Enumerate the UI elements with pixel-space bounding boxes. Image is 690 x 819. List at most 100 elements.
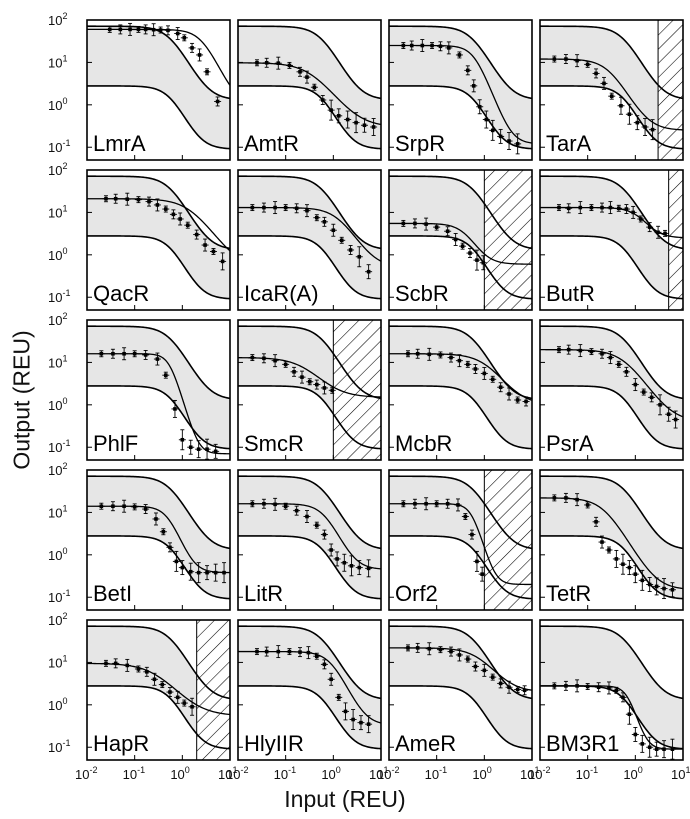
data-point [152,512,160,526]
threshold-band [87,326,230,449]
data-point [629,205,637,219]
data-point [522,396,530,407]
panel-hapr: HapR [86,619,231,761]
lower-envelope-curve [389,535,532,600]
data-point [479,255,487,271]
panel-frame [86,319,231,461]
lower-envelope-curve [540,535,683,600]
data-point [470,79,478,93]
data-point [203,565,211,581]
data-point [433,500,441,508]
data-point [625,103,633,125]
data-point [335,108,343,124]
data-point [102,659,110,667]
data-point [166,687,174,698]
data-point [123,192,131,206]
data-point [478,566,486,582]
data-point [660,740,668,759]
upper-envelope-curve [238,625,381,700]
panel-label: ButR [546,281,595,306]
panel-frame [237,169,382,311]
panel-smcr: SmcR [237,319,382,461]
data-point [565,203,573,214]
data-point [562,54,570,65]
data-point [514,396,522,404]
upper-envelope-curve [540,25,683,100]
data-point [471,364,479,374]
data-point [195,440,203,459]
threshold-band [540,626,683,749]
data-point [303,70,311,84]
hatched-region [484,170,532,310]
hatched-region [658,20,683,160]
data-point [461,513,469,520]
panel-label: AmtR [244,131,299,156]
threshold-band [87,176,230,299]
data-point [505,132,513,150]
data-point [638,734,646,753]
panel-tara: TarA [539,19,684,161]
data-point [455,354,463,368]
data-point [97,350,105,358]
x-tick-label: 100 [321,765,340,782]
data-point [464,655,472,663]
data-point [404,350,412,358]
data-point [455,648,463,662]
threshold-band [87,26,230,149]
data-point [505,387,513,401]
data-point [425,347,433,361]
data-point [296,647,304,658]
data-point [106,25,114,33]
panel-label: BetI [93,581,132,606]
data-point [617,96,625,115]
data-point [116,24,124,35]
lower-envelope-curve [87,535,230,600]
data-point [296,66,304,77]
lower-envelope-curve [238,235,381,300]
data-point [598,348,606,359]
data-point [625,560,633,576]
data-point [464,65,472,76]
data-point [619,553,627,575]
y-tick-label: 102 [48,611,67,628]
data-point [187,562,195,581]
data-point [584,683,592,690]
data-point [631,727,639,742]
panel-frame [86,469,231,611]
data-point [274,645,282,659]
data-point [605,681,613,695]
data-point [466,248,474,259]
data-point [271,497,279,511]
data-point [370,118,378,136]
data-point [169,209,177,220]
lower-envelope-curve [238,385,381,450]
data-point [260,353,268,364]
data-point [282,360,290,368]
upper-envelope-curve [238,25,381,100]
data-point [576,201,584,215]
data-point [399,500,407,508]
hatched-region [333,320,381,460]
upper-envelope-curve [87,625,230,700]
data-point [656,394,664,416]
data-point [587,348,595,356]
data-point [352,112,360,134]
threshold-band [389,26,532,149]
data-point [399,219,407,227]
upper-envelope-curve [238,175,381,250]
data-point [157,26,165,34]
data-point [365,264,373,280]
y-axis-label-container: Output (REU) [0,0,40,819]
panel-label: LmrA [93,131,146,156]
panel-label: AmeR [395,731,456,756]
data-point [497,128,505,144]
data-point [660,578,668,600]
y-tick-label: 101 [48,203,67,220]
data-point [195,562,203,584]
data-point [444,498,452,509]
y-tick-label: 10-1 [48,438,70,455]
panel-frame [237,19,382,161]
panel-mcbr: McbR [388,319,533,461]
data-point [120,499,128,513]
fit-curve [87,662,230,716]
